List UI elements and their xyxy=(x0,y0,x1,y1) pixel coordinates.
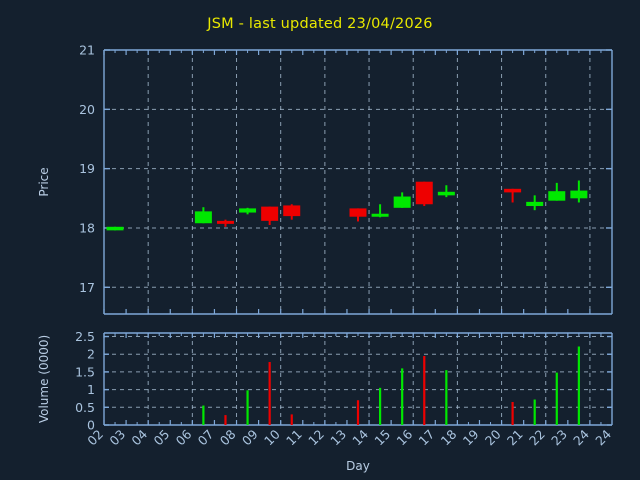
day-tick-label: 14 xyxy=(349,426,371,448)
volume-tick-label: 2.5 xyxy=(75,329,95,344)
day-tick-label: 05 xyxy=(151,427,173,449)
day-tick-label: 18 xyxy=(438,426,460,448)
volume-series xyxy=(202,346,580,425)
day-tick-label: 19 xyxy=(460,426,482,448)
day-tick-label: 13 xyxy=(327,427,349,449)
candle xyxy=(349,208,367,222)
day-tick-label: 10 xyxy=(261,426,283,448)
candle xyxy=(261,206,279,226)
price-tick-label: 18 xyxy=(79,220,95,235)
price-axis-label: Price xyxy=(37,167,51,196)
candle xyxy=(504,188,522,203)
day-tick-label: 16 xyxy=(393,426,415,448)
day-tick-label: 07 xyxy=(195,427,217,449)
day-tick-label: 23 xyxy=(548,427,570,449)
candle xyxy=(437,185,455,198)
x-axis-label: Day xyxy=(346,459,370,473)
day-tick-label: 24 xyxy=(570,426,592,448)
price-axis-frame xyxy=(103,49,613,315)
candle-series xyxy=(106,180,588,231)
volume-y-tick-labels: 0 0.5 1 1.5 2 2.5 xyxy=(75,329,95,432)
candle xyxy=(393,192,411,208)
volume-axis-label: Volume (0000) xyxy=(37,335,51,423)
day-tick-label: 08 xyxy=(217,426,239,448)
day-tick-label: 22 xyxy=(526,427,548,449)
day-tick-label: 15 xyxy=(371,427,393,449)
day-tick-label: 09 xyxy=(239,426,261,448)
day-tick-label: 03 xyxy=(106,427,128,449)
price-tick-label: 17 xyxy=(79,280,95,295)
day-tick-label: 12 xyxy=(305,427,327,449)
volume-tick-label: 1.5 xyxy=(75,364,95,379)
price-tick-label: 20 xyxy=(79,102,95,117)
day-tick-label: 11 xyxy=(283,427,305,449)
candle xyxy=(216,219,234,227)
volume-tick-label: 2 xyxy=(87,347,95,362)
day-tick-label: 04 xyxy=(128,426,150,448)
day-tick-label: 06 xyxy=(173,426,195,448)
day-tick-label: 24 xyxy=(592,426,614,448)
day-tick-label: 20 xyxy=(482,426,504,448)
candle xyxy=(548,182,566,201)
price-tick-label: 19 xyxy=(79,161,95,176)
price-tick-label: 21 xyxy=(79,43,95,58)
candle xyxy=(194,207,212,224)
candle xyxy=(570,180,588,203)
candle xyxy=(106,226,124,231)
volume-tick-label: 1 xyxy=(87,382,95,397)
x-tick-labels: 02 03 04 05 06 07 08 09 10 11 12 13 14 15 16 17 18 19 20 21… xyxy=(84,426,614,448)
volume-tick-label: 0 xyxy=(87,418,95,433)
candle xyxy=(283,204,301,220)
candle xyxy=(415,181,433,207)
price-y-tick-labels: 17 18 19 20 21 xyxy=(79,43,95,295)
volume-tick-label: 0.5 xyxy=(75,400,95,415)
price-gridlines xyxy=(104,50,612,314)
day-tick-label: 17 xyxy=(416,427,438,449)
candle xyxy=(239,207,257,215)
day-tick-label: 21 xyxy=(504,427,526,449)
candle xyxy=(526,195,544,211)
chart-title: JSM - last updated 23/04/2026 xyxy=(207,16,433,32)
candle xyxy=(371,204,389,218)
